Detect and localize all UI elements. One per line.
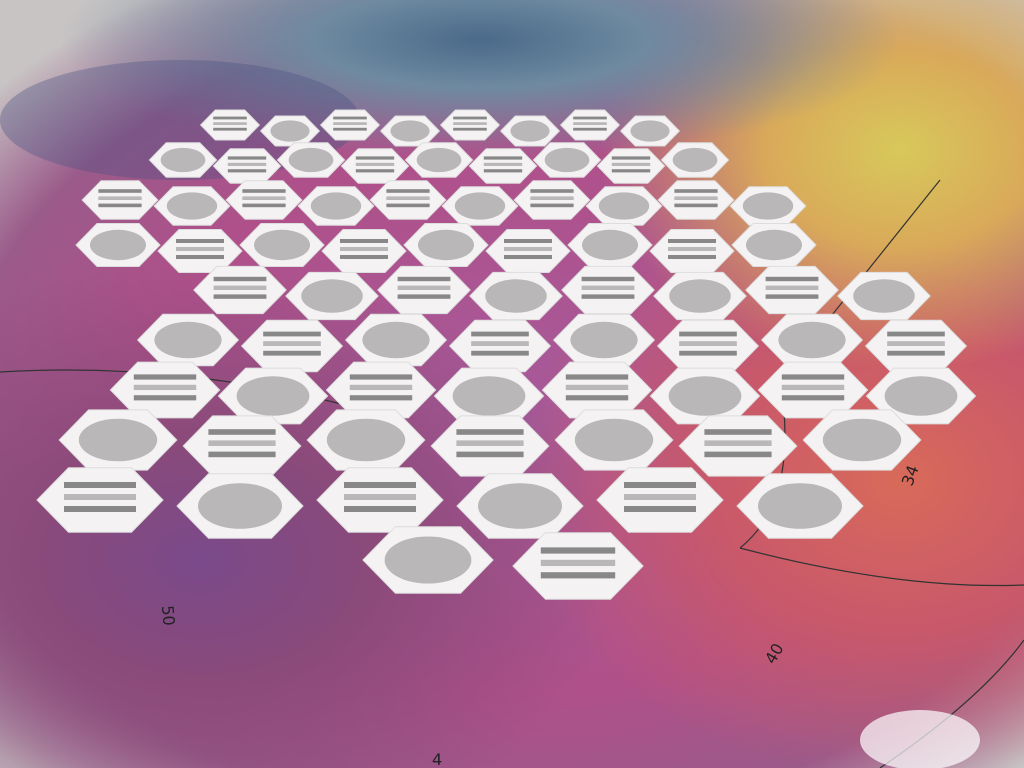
hexagon-card <box>660 142 730 178</box>
hexagon-card <box>276 142 346 178</box>
hexagon-card <box>865 367 977 425</box>
hexagon-card <box>340 148 410 184</box>
hexagon-card <box>731 223 817 267</box>
hexagon-card <box>596 467 724 533</box>
hexagon-card <box>325 361 437 419</box>
hexagon-card <box>657 180 735 220</box>
hexagon-card <box>554 409 674 471</box>
hexagon-card <box>745 265 839 315</box>
hexagon-card <box>552 313 656 367</box>
hexagon-card <box>109 361 221 419</box>
hexagon-card <box>297 186 375 226</box>
hexagon-card <box>469 271 563 321</box>
hexagon-card <box>36 467 164 533</box>
hexagon-card <box>433 367 545 425</box>
hexagon-card <box>379 115 441 147</box>
hexagon-card <box>513 180 591 220</box>
hexagon-card <box>678 415 798 477</box>
hexagon-card <box>619 115 681 147</box>
hexagon-card <box>656 319 760 373</box>
hexagon-card <box>512 532 644 600</box>
hexagon-card <box>649 229 735 273</box>
hexagon-card <box>430 415 550 477</box>
hexagon-card <box>176 473 304 539</box>
hexagon-card <box>306 409 426 471</box>
hexagon-card <box>404 142 474 178</box>
hexagon-card <box>559 109 621 141</box>
hexagon-card <box>217 367 329 425</box>
hexagon-card <box>448 319 552 373</box>
hexagon-card <box>468 148 538 184</box>
hexagon-card <box>456 473 584 539</box>
hexagon-card <box>864 319 968 373</box>
hexagon-card <box>653 271 747 321</box>
hexagon-card <box>729 186 807 226</box>
hexagon-card <box>596 148 666 184</box>
hexagon-card <box>377 265 471 315</box>
hexagon-card <box>153 186 231 226</box>
hexagon-card <box>81 180 159 220</box>
table-number: 4 <box>432 750 443 768</box>
hexagon-card <box>212 148 282 184</box>
hexagon-card <box>441 186 519 226</box>
hexagon-card <box>760 313 864 367</box>
hexagon-card <box>199 109 261 141</box>
hexagon-card <box>585 186 663 226</box>
hexagon-card <box>736 473 864 539</box>
hexagon-card <box>58 409 178 471</box>
hexagon-card <box>182 415 302 477</box>
hexagon-card <box>285 271 379 321</box>
hexagon-card <box>193 265 287 315</box>
hexagon-card <box>321 229 407 273</box>
hexagon-card <box>499 115 561 147</box>
hexagon-card <box>369 180 447 220</box>
hexagon-card <box>485 229 571 273</box>
hexagon-card <box>802 409 922 471</box>
hexagon-card <box>225 180 303 220</box>
hexagon-card <box>148 142 218 178</box>
hexagon-card <box>837 271 931 321</box>
hexagon-card <box>439 109 501 141</box>
hexagon-card <box>362 526 494 594</box>
hexagon-card <box>75 223 161 267</box>
hexagon-card <box>239 223 325 267</box>
hexagon-card <box>316 467 444 533</box>
hexagon-card <box>319 109 381 141</box>
hexagon-card <box>561 265 655 315</box>
hexagon-card <box>344 313 448 367</box>
hexagon-card <box>649 367 761 425</box>
hexagon-card <box>532 142 602 178</box>
hexagon-card <box>567 223 653 267</box>
hexagon-card <box>259 115 321 147</box>
hexagon-card <box>136 313 240 367</box>
hexagon-card <box>403 223 489 267</box>
hexagon-card <box>240 319 344 373</box>
